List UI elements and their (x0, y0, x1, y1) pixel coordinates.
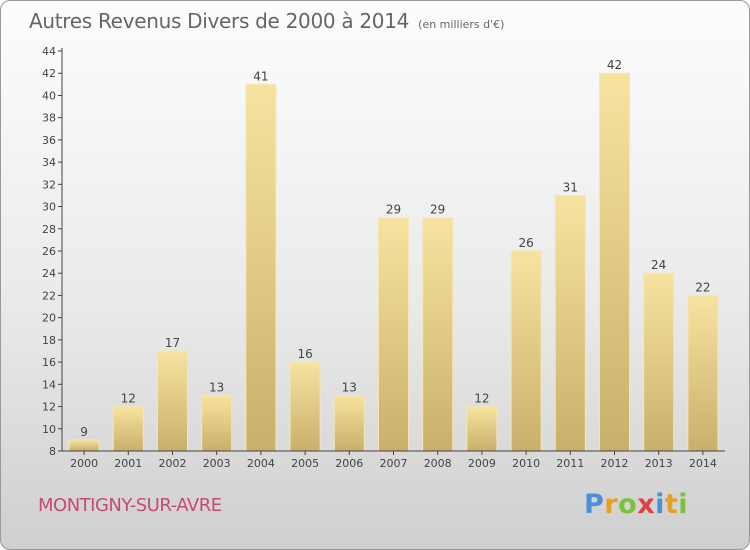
x-tick-label: 2007 (380, 457, 408, 470)
bar-2004 (245, 83, 277, 452)
bar-2005 (289, 361, 321, 452)
value-label: 24 (651, 258, 666, 272)
y-tick-label: 26 (42, 245, 56, 258)
value-label: 22 (695, 280, 710, 294)
x-tick-label: 2014 (689, 457, 717, 470)
logo-letter: o (618, 489, 638, 520)
x-tick-label: 2001 (114, 457, 142, 470)
bar-2003 (201, 394, 233, 452)
x-tick-label: 2012 (601, 457, 629, 470)
bar-2012 (598, 72, 631, 452)
y-tick-label: 14 (42, 378, 56, 391)
y-axis-ticks: 8 10 12 14 16 18 20 22 24 26 28 30 32 34 36 38 40 42 44 (42, 45, 62, 458)
x-axis-labels: 2000 2001 2002 2003 2004 2005 2006 2007 2008 2009… (70, 451, 717, 470)
x-tick-label: 2011 (556, 457, 584, 470)
x-tick-label: 2005 (291, 457, 319, 470)
y-tick-label: 22 (42, 289, 56, 302)
bars (68, 72, 719, 452)
value-label: 12 (121, 392, 136, 406)
y-tick-label: 20 (42, 312, 56, 325)
logo-letter: x (637, 489, 656, 520)
bar-2013 (643, 272, 675, 452)
value-label: 17 (165, 336, 180, 350)
x-tick-label: 2009 (468, 457, 496, 470)
y-tick-label: 42 (42, 67, 56, 80)
bar-2007 (377, 217, 410, 452)
value-label: 41 (253, 69, 268, 83)
value-label: 9 (80, 425, 88, 439)
x-tick-label: 2004 (247, 457, 275, 470)
y-tick-label: 38 (42, 112, 56, 125)
x-tick-label: 2008 (424, 457, 452, 470)
logo-letter: i (678, 489, 689, 520)
value-label: 12 (474, 392, 489, 406)
y-tick-label: 28 (42, 223, 56, 236)
logo-letter: i (655, 489, 665, 520)
value-label: 42 (607, 58, 622, 72)
value-labels: 9 12 17 13 41 16 13 29 29 12 26 31 42 24 22 (80, 58, 710, 439)
x-tick-label: 2006 (335, 457, 363, 470)
y-tick-label: 32 (42, 178, 56, 191)
chart-title: Autres Revenus Divers de 2000 à 2014 (en… (29, 9, 504, 33)
bar-2001 (112, 406, 144, 452)
bar-2000 (68, 439, 100, 452)
y-tick-label: 24 (42, 267, 56, 280)
value-label: 13 (209, 380, 224, 394)
proxiti-logo: Proxiti (584, 489, 688, 520)
chart-title-text: Autres Revenus Divers de 2000 à 2014 (29, 9, 410, 33)
bar-2002 (156, 350, 189, 452)
y-tick-label: 10 (42, 423, 56, 436)
y-tick-label: 44 (42, 45, 56, 58)
value-label: 29 (430, 203, 445, 217)
y-tick-label: 12 (42, 401, 56, 414)
value-label: 29 (386, 203, 401, 217)
x-tick-label: 2000 (70, 457, 98, 470)
value-label: 13 (342, 380, 357, 394)
y-tick-label: 16 (42, 356, 56, 369)
y-tick-label: 18 (42, 334, 56, 347)
commune-name: MONTIGNY-SUR-AVRE (38, 495, 222, 516)
logo-letter: t (664, 489, 679, 520)
x-tick-label: 2003 (203, 457, 231, 470)
bar-2006 (333, 394, 365, 452)
value-label: 31 (563, 180, 578, 194)
x-tick-label: 2013 (645, 457, 673, 470)
value-label: 16 (297, 347, 312, 361)
logo-letter: P (584, 489, 605, 520)
chart-unit: (en milliers d'€) (418, 18, 505, 31)
y-tick-label: 8 (49, 445, 56, 458)
value-label: 26 (518, 236, 533, 250)
y-tick-label: 40 (42, 89, 56, 102)
y-tick-label: 34 (42, 156, 56, 169)
y-tick-label: 36 (42, 134, 56, 147)
x-tick-label: 2010 (512, 457, 540, 470)
bar-2010 (510, 250, 542, 452)
bar-2009 (466, 406, 498, 452)
bar-2011 (554, 194, 586, 452)
y-tick-label: 30 (42, 201, 56, 214)
logo-letter: r (604, 489, 619, 520)
bar-2014 (687, 294, 719, 452)
bar-2008 (422, 217, 454, 452)
x-tick-label: 2002 (159, 457, 187, 470)
